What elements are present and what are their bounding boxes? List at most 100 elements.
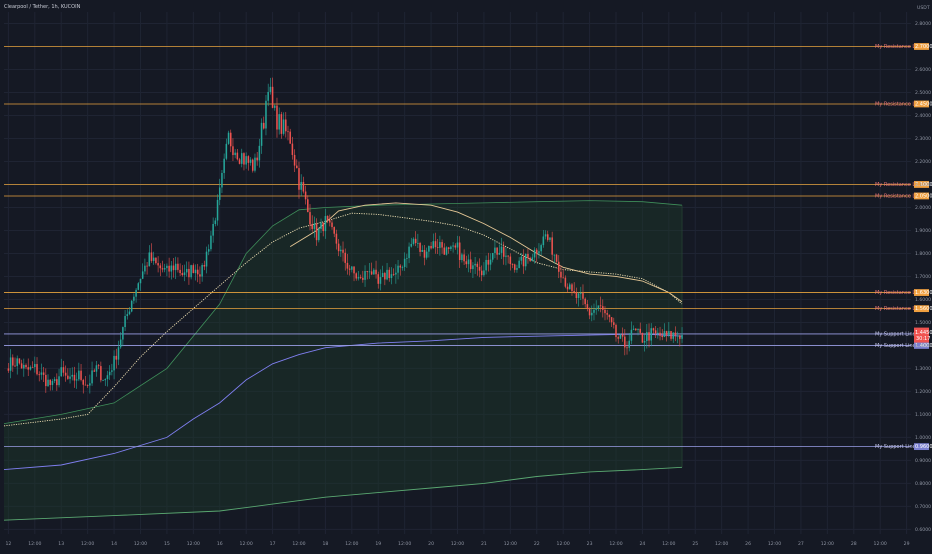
candle-body <box>260 122 263 146</box>
candle-body <box>498 252 501 255</box>
candle-body <box>546 234 549 240</box>
candle-body <box>663 331 666 338</box>
y-axis-tick-label: 1.9000 <box>915 228 931 234</box>
candle-body <box>106 375 109 380</box>
y-axis-tick-label: 1.6000 <box>915 297 931 303</box>
candle-body <box>571 284 573 292</box>
candle-body <box>201 265 203 277</box>
candle-body <box>604 309 606 314</box>
candle-body <box>302 181 305 192</box>
candle-body <box>223 158 225 173</box>
candle-body <box>38 374 40 376</box>
candle-body <box>480 270 483 276</box>
x-axis-tick-label: 22 <box>534 541 540 547</box>
candle-body <box>324 215 327 232</box>
candle-body <box>62 367 65 373</box>
candle-body <box>71 374 74 377</box>
candle-body <box>135 289 137 297</box>
candle-body <box>331 222 333 228</box>
chart-title: Clearpool / Tether, 1h, KUCOIN <box>4 4 81 10</box>
candle-body <box>463 254 465 262</box>
candle-body <box>56 379 58 386</box>
candle-body <box>458 242 461 261</box>
candle-body <box>392 274 395 275</box>
candle-body <box>412 238 415 244</box>
candle-body <box>403 258 406 267</box>
candle-body <box>174 263 177 271</box>
candle-body <box>613 322 615 325</box>
candle-body <box>610 317 613 323</box>
candle-body <box>595 308 597 310</box>
candle-body <box>192 265 195 274</box>
candle-body <box>265 100 267 129</box>
candle-body <box>384 272 386 280</box>
candle-body <box>436 247 439 248</box>
candle-body <box>381 272 384 278</box>
candle-body <box>249 159 252 163</box>
candle-body <box>274 105 276 108</box>
level-price-tag-text: 2.1000 <box>915 182 932 188</box>
candle-body <box>108 371 111 376</box>
candle-body <box>377 274 380 284</box>
x-axis-tick-label: 26 <box>745 541 751 547</box>
currency-label: USDT <box>917 5 930 11</box>
channel-upper-line <box>3 200 683 424</box>
candle-body <box>232 146 234 156</box>
candle-body <box>390 274 393 279</box>
x-axis[interactable]: 12 12:00 13 12:00 14 12:00 15 12:00 16 12:00 17 12:… <box>5 541 909 547</box>
candle-body <box>51 381 54 385</box>
y-axis-tick-label: 1.3000 <box>915 366 931 372</box>
candle-body <box>487 259 490 265</box>
candle-body <box>185 268 188 273</box>
x-axis-tick-label: 12:00 <box>609 541 622 547</box>
candle-body <box>91 370 93 384</box>
candle-body <box>591 312 593 316</box>
candle-body <box>115 355 118 360</box>
candle-body <box>668 331 670 336</box>
x-axis-tick-label: 12:00 <box>398 541 411 547</box>
candle-body <box>146 265 148 267</box>
candle-body <box>234 152 236 156</box>
candle-body <box>344 252 346 263</box>
candle-body <box>628 340 630 348</box>
candle-body <box>155 257 157 264</box>
candle-body <box>379 277 382 284</box>
candle-body <box>461 254 463 261</box>
candle-body <box>573 291 575 293</box>
candle-body <box>665 331 668 336</box>
x-axis-tick-label: 12:00 <box>557 541 570 547</box>
candle-body <box>329 220 331 223</box>
candle-body <box>661 335 664 338</box>
candle-body <box>454 245 457 248</box>
candle-body <box>141 271 144 279</box>
candle-body <box>560 271 562 278</box>
level-price-tag-text: 1.5600 <box>915 306 932 312</box>
x-axis-tick-label: 12:00 <box>81 541 94 547</box>
candle-body <box>9 357 12 371</box>
candle-body <box>287 131 289 133</box>
candle-body <box>643 341 646 343</box>
candle-body <box>278 114 280 130</box>
candle-body <box>18 358 21 364</box>
candle-body <box>456 242 459 248</box>
candle-body <box>419 243 421 252</box>
candle-body <box>49 379 52 385</box>
candle-body <box>245 156 247 165</box>
candle-body <box>326 215 329 221</box>
level-price-tag <box>914 43 929 50</box>
x-axis-tick-label: 12:00 <box>451 541 464 547</box>
candle-body <box>522 256 525 267</box>
candle-body <box>322 222 324 232</box>
moving-average-line-4 <box>3 466 683 521</box>
candle-body <box>533 249 536 258</box>
y-axis[interactable]: 2.8000 2.6000 2.5000 2.4000 2.3000 2.2000 2.10… <box>915 21 931 533</box>
candle-body <box>190 265 192 278</box>
candle-body <box>86 385 89 386</box>
candle-body <box>386 269 388 280</box>
candle-body <box>580 293 582 294</box>
candle-body <box>247 156 250 163</box>
level-price-tag <box>914 305 929 313</box>
